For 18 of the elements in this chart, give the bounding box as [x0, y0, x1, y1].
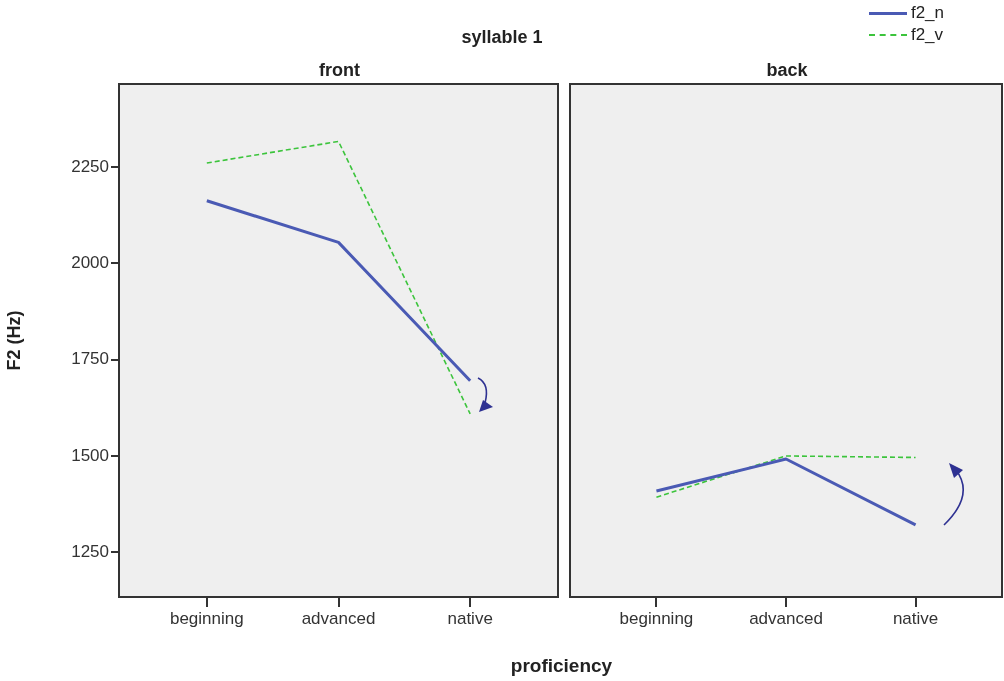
- x-tick-label: beginning: [619, 608, 694, 628]
- chart-title: back: [765, 60, 809, 81]
- legend-label: f2_v: [910, 25, 944, 45]
- y-tick-label: 2000: [71, 252, 109, 272]
- chart-title: front: [318, 60, 361, 81]
- y-axis-title: F2 (Hz): [3, 310, 24, 371]
- x-tick-label: native: [892, 608, 939, 628]
- y-tick-label: 2250: [71, 156, 109, 176]
- x-tick-label: advanced: [301, 608, 376, 628]
- x-tick-label: advanced: [749, 608, 823, 628]
- x-tick-label: native: [447, 608, 493, 628]
- y-tick-label: 1750: [71, 349, 109, 369]
- y-tick-label: 1500: [71, 445, 109, 465]
- x-axis-title: proficiency: [509, 655, 614, 677]
- y-tick-label: 1250: [71, 541, 109, 561]
- text: syllable 1: [461, 27, 543, 47]
- legend-label: f2_n: [910, 3, 944, 23]
- x-tick-label: beginning: [169, 608, 244, 628]
